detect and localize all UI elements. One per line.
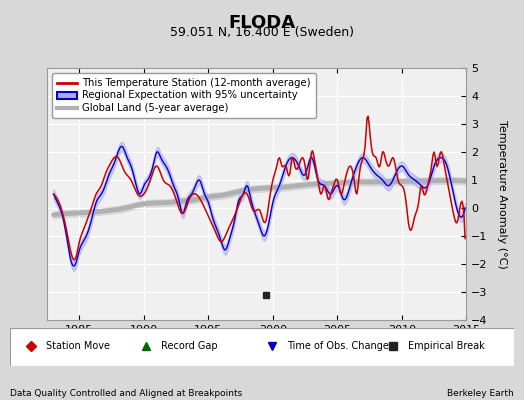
Text: Time of Obs. Change: Time of Obs. Change (287, 341, 389, 351)
Text: Record Gap: Record Gap (161, 341, 218, 351)
Legend: This Temperature Station (12-month average), Regional Expectation with 95% uncer: This Temperature Station (12-month avera… (52, 73, 315, 118)
Y-axis label: Temperature Anomaly (°C): Temperature Anomaly (°C) (497, 120, 507, 268)
Text: FLODA: FLODA (228, 14, 296, 32)
FancyBboxPatch shape (10, 328, 514, 366)
Text: Data Quality Controlled and Aligned at Breakpoints: Data Quality Controlled and Aligned at B… (10, 389, 243, 398)
Text: 59.051 N, 16.400 E (Sweden): 59.051 N, 16.400 E (Sweden) (170, 26, 354, 39)
Text: Empirical Break: Empirical Break (408, 341, 485, 351)
Text: Berkeley Earth: Berkeley Earth (447, 389, 514, 398)
Text: Station Move: Station Move (46, 341, 110, 351)
